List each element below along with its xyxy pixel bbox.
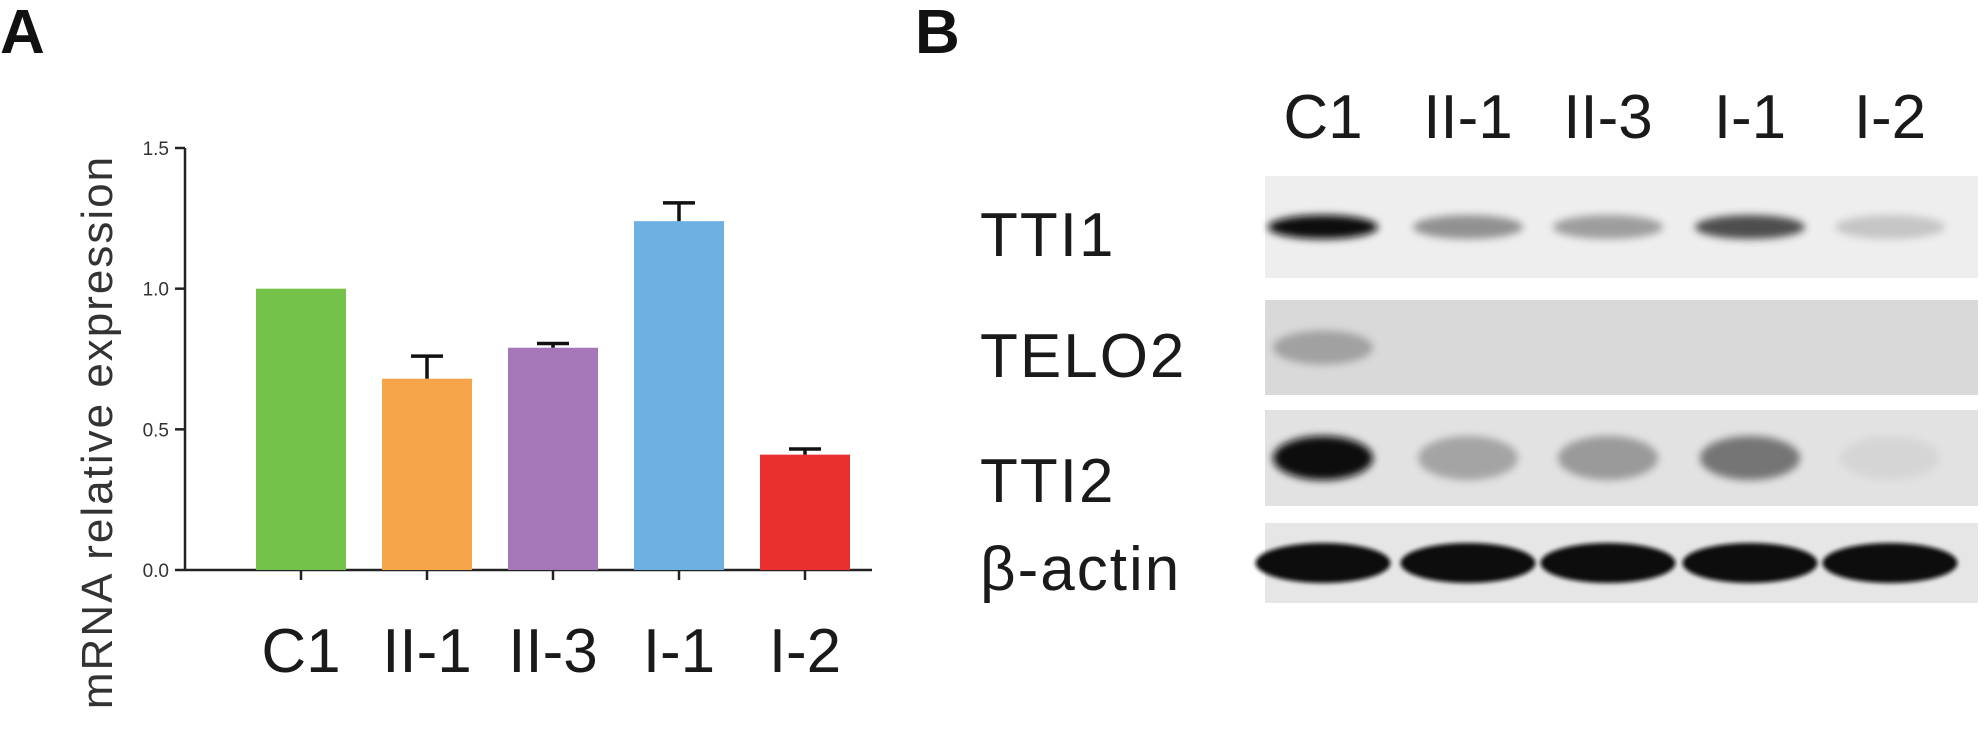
bar-ii-1 — [382, 378, 472, 570]
x-category-label: II-1 — [382, 617, 472, 686]
blot-lane-label: II-3 — [1563, 83, 1653, 152]
y-tick-label: 0.0 — [143, 561, 169, 582]
bar-c1 — [256, 288, 346, 570]
blot-membrane — [1265, 300, 1978, 395]
blot-lane-label: II-1 — [1423, 83, 1513, 152]
blot-band — [1255, 543, 1391, 583]
blot-band — [1273, 330, 1373, 365]
blot-row-label: TTI2 — [980, 447, 1115, 516]
blot-band — [1553, 215, 1663, 239]
blot-band — [1558, 436, 1658, 480]
blot-band — [1695, 215, 1805, 239]
x-category-label: I-2 — [769, 617, 841, 686]
blot-lane-label: I-2 — [1854, 83, 1926, 152]
x-category-label: I-1 — [643, 617, 715, 686]
blot-band — [1835, 215, 1945, 239]
blot-row-label: TTI1 — [980, 201, 1115, 270]
blot-row-0: TTI1 — [980, 176, 1978, 278]
blot-band — [1273, 436, 1373, 480]
blot-band — [1822, 543, 1958, 583]
blot-row-label: β-actin — [980, 535, 1181, 604]
blot-band — [1418, 436, 1518, 480]
y-tick-label: 1.0 — [143, 280, 169, 301]
blot-band — [1700, 436, 1800, 480]
bar-i-2 — [760, 454, 850, 570]
panel-a-letter: A — [0, 0, 45, 67]
y-tick-label: 1.5 — [143, 139, 169, 160]
blot-band — [1413, 215, 1523, 239]
blot-row-label: TELO2 — [980, 322, 1186, 391]
blot-row-1: TELO2 — [980, 300, 1978, 395]
blot-lane-label: C1 — [1283, 83, 1362, 152]
y-axis-label: mRNA relative expression — [73, 155, 122, 709]
blot-band — [1540, 543, 1676, 583]
bar-i-1 — [634, 221, 724, 570]
blot-band — [1400, 543, 1536, 583]
x-category-label: C1 — [261, 617, 340, 686]
blot-band — [1682, 543, 1818, 583]
bar-ii-3 — [508, 347, 598, 570]
blot-band — [1840, 436, 1940, 480]
blot-band — [1268, 215, 1378, 239]
blot-row-2: TTI2 — [980, 410, 1978, 516]
y-tick-label: 0.5 — [143, 420, 169, 441]
x-category-label: II-3 — [508, 617, 598, 686]
panel-b-letter: B — [915, 0, 960, 67]
blot-row-3: β-actin — [980, 523, 1978, 604]
blot-lane-label: I-1 — [1714, 83, 1786, 152]
